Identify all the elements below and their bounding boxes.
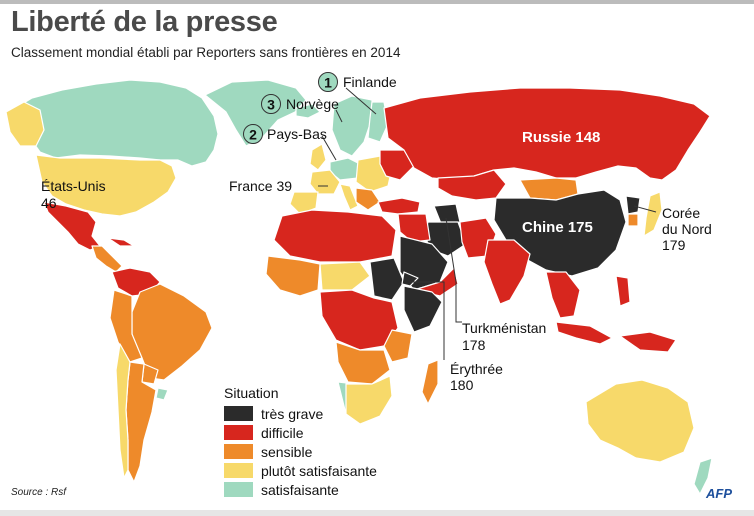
china-label: Chine 175 (522, 219, 593, 236)
legend-label: sensible (261, 443, 313, 460)
france (309, 169, 341, 195)
afp-logo: AFP (706, 486, 732, 501)
erythree-rank: 180 (450, 377, 474, 393)
legend-item: difficile (224, 423, 377, 442)
eritrea (401, 271, 419, 287)
iceland (295, 103, 321, 119)
legend-title: Situation (224, 385, 279, 401)
leader-turkmenistan (445, 217, 457, 283)
coree-label-2: du Nord (662, 221, 712, 237)
sahel (319, 261, 371, 291)
turkmenistan-rank: 178 (462, 337, 486, 353)
norvege-rank-circle (261, 94, 281, 114)
legend-label: plutôt satisfaisante (261, 462, 377, 479)
paysbas-label: Pays-Bas (267, 126, 327, 142)
cuba (107, 237, 135, 247)
top-rule (0, 0, 754, 4)
sudan (369, 257, 405, 301)
north-africa (273, 209, 397, 263)
page-subtitle: Classement mondial établi par Reporters … (11, 45, 401, 60)
south-africa (345, 375, 393, 425)
south-korea (627, 213, 639, 227)
page-title: Liberté de la presse (11, 6, 278, 38)
west-africa (265, 255, 321, 297)
turkmenistan-label: Turkménistan (462, 320, 546, 336)
coree-label-1: Corée (662, 205, 700, 221)
legend-label: difficile (261, 424, 304, 441)
norvege-rank: 3 (267, 97, 275, 113)
norvege-label: Norvège (286, 96, 339, 112)
paysbas-rank-circle (243, 124, 263, 144)
france-label: France 39 (229, 178, 292, 194)
southern-africa-north (335, 341, 391, 385)
russia-label: Russie 148 (522, 129, 600, 146)
leader-coree (633, 205, 657, 213)
legend: Situation très grave difficile sensible … (224, 385, 377, 499)
balkans (355, 187, 381, 211)
southeast-asia (545, 271, 581, 319)
east-africa (383, 329, 413, 363)
indonesia-west (555, 321, 613, 345)
alaska (5, 101, 45, 147)
legend-swatch (224, 425, 253, 440)
usa-label: États-Unis (41, 178, 106, 194)
legend-item: plutôt satisfaisante (224, 461, 377, 480)
canada (11, 79, 219, 167)
madagascar (421, 359, 439, 405)
north-korea (625, 195, 641, 215)
usa (35, 154, 177, 217)
legend-label: satisfaisante (261, 481, 339, 498)
chile (115, 343, 131, 479)
leader-erythree (410, 281, 445, 360)
finlande-rank-circle (318, 72, 338, 92)
erythree-label: Érythrée (450, 361, 503, 377)
greenland (204, 79, 307, 147)
indonesia-east (619, 331, 677, 353)
usa-rank: 46 (41, 195, 57, 211)
uk (309, 143, 327, 171)
legend-label: très grave (261, 405, 324, 422)
turkey (377, 197, 421, 215)
legend-item: sensible (224, 442, 377, 461)
finlande-label: Finlande (343, 74, 397, 90)
finlande-rank: 1 (324, 75, 332, 91)
italy (339, 183, 359, 211)
bottom-rule (0, 510, 754, 516)
legend-swatch (224, 482, 253, 497)
legend-item: très grave (224, 404, 377, 423)
legend-swatch (224, 406, 253, 421)
ethiopia-somalia (403, 285, 443, 333)
peru-bolivia (109, 289, 143, 363)
japan (643, 191, 663, 237)
philippines (615, 275, 631, 307)
legend-swatch (224, 463, 253, 478)
leader-norvege (335, 109, 343, 123)
leader-paysbas (321, 135, 337, 161)
new-zealand (693, 457, 713, 495)
norway-sweden (331, 95, 373, 157)
uruguay (155, 387, 169, 401)
source-note: Source : Rsf (11, 487, 67, 498)
leader-finlande (345, 87, 377, 115)
legend-swatch (224, 444, 253, 459)
india (483, 239, 531, 305)
central-america (91, 245, 123, 273)
legend-item: satisfaisante (224, 480, 377, 499)
coree-rank: 179 (662, 237, 686, 253)
leader-turkmenistan-2 (455, 282, 462, 323)
australia (585, 379, 695, 463)
paysbas-rank: 2 (249, 127, 257, 143)
